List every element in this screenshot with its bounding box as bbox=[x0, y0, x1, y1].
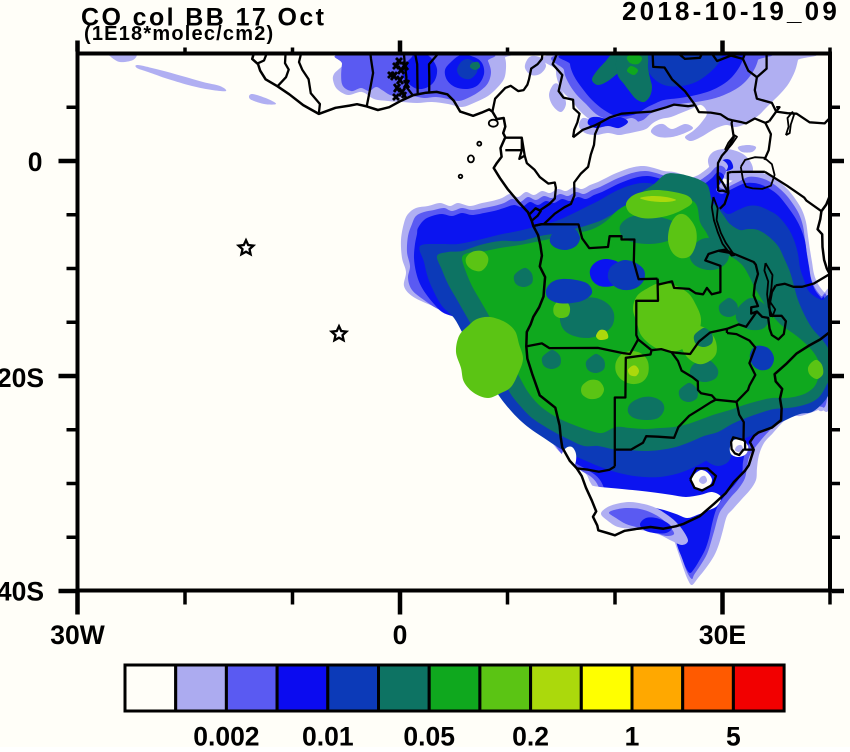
svg-text:40S: 40S bbox=[0, 577, 44, 607]
svg-text:20S: 20S bbox=[0, 363, 44, 393]
svg-text:0.05: 0.05 bbox=[403, 722, 455, 748]
svg-text:0.002: 0.002 bbox=[193, 722, 259, 748]
svg-text:30W: 30W bbox=[50, 620, 105, 650]
svg-text:30E: 30E bbox=[699, 620, 746, 650]
svg-text:0: 0 bbox=[393, 620, 408, 650]
svg-text:0.2: 0.2 bbox=[512, 722, 549, 748]
svg-text:1: 1 bbox=[625, 722, 640, 748]
svg-text:2018-10-19_09: 2018-10-19_09 bbox=[622, 0, 840, 26]
svg-text:0.01: 0.01 bbox=[302, 722, 354, 748]
svg-text:5: 5 bbox=[726, 722, 741, 748]
svg-text:CO col BB 17 Oct: CO col BB 17 Oct bbox=[81, 4, 326, 32]
svg-text:(1E18*molec/cm2): (1E18*molec/cm2) bbox=[84, 23, 274, 45]
svg-text:0: 0 bbox=[28, 147, 43, 177]
